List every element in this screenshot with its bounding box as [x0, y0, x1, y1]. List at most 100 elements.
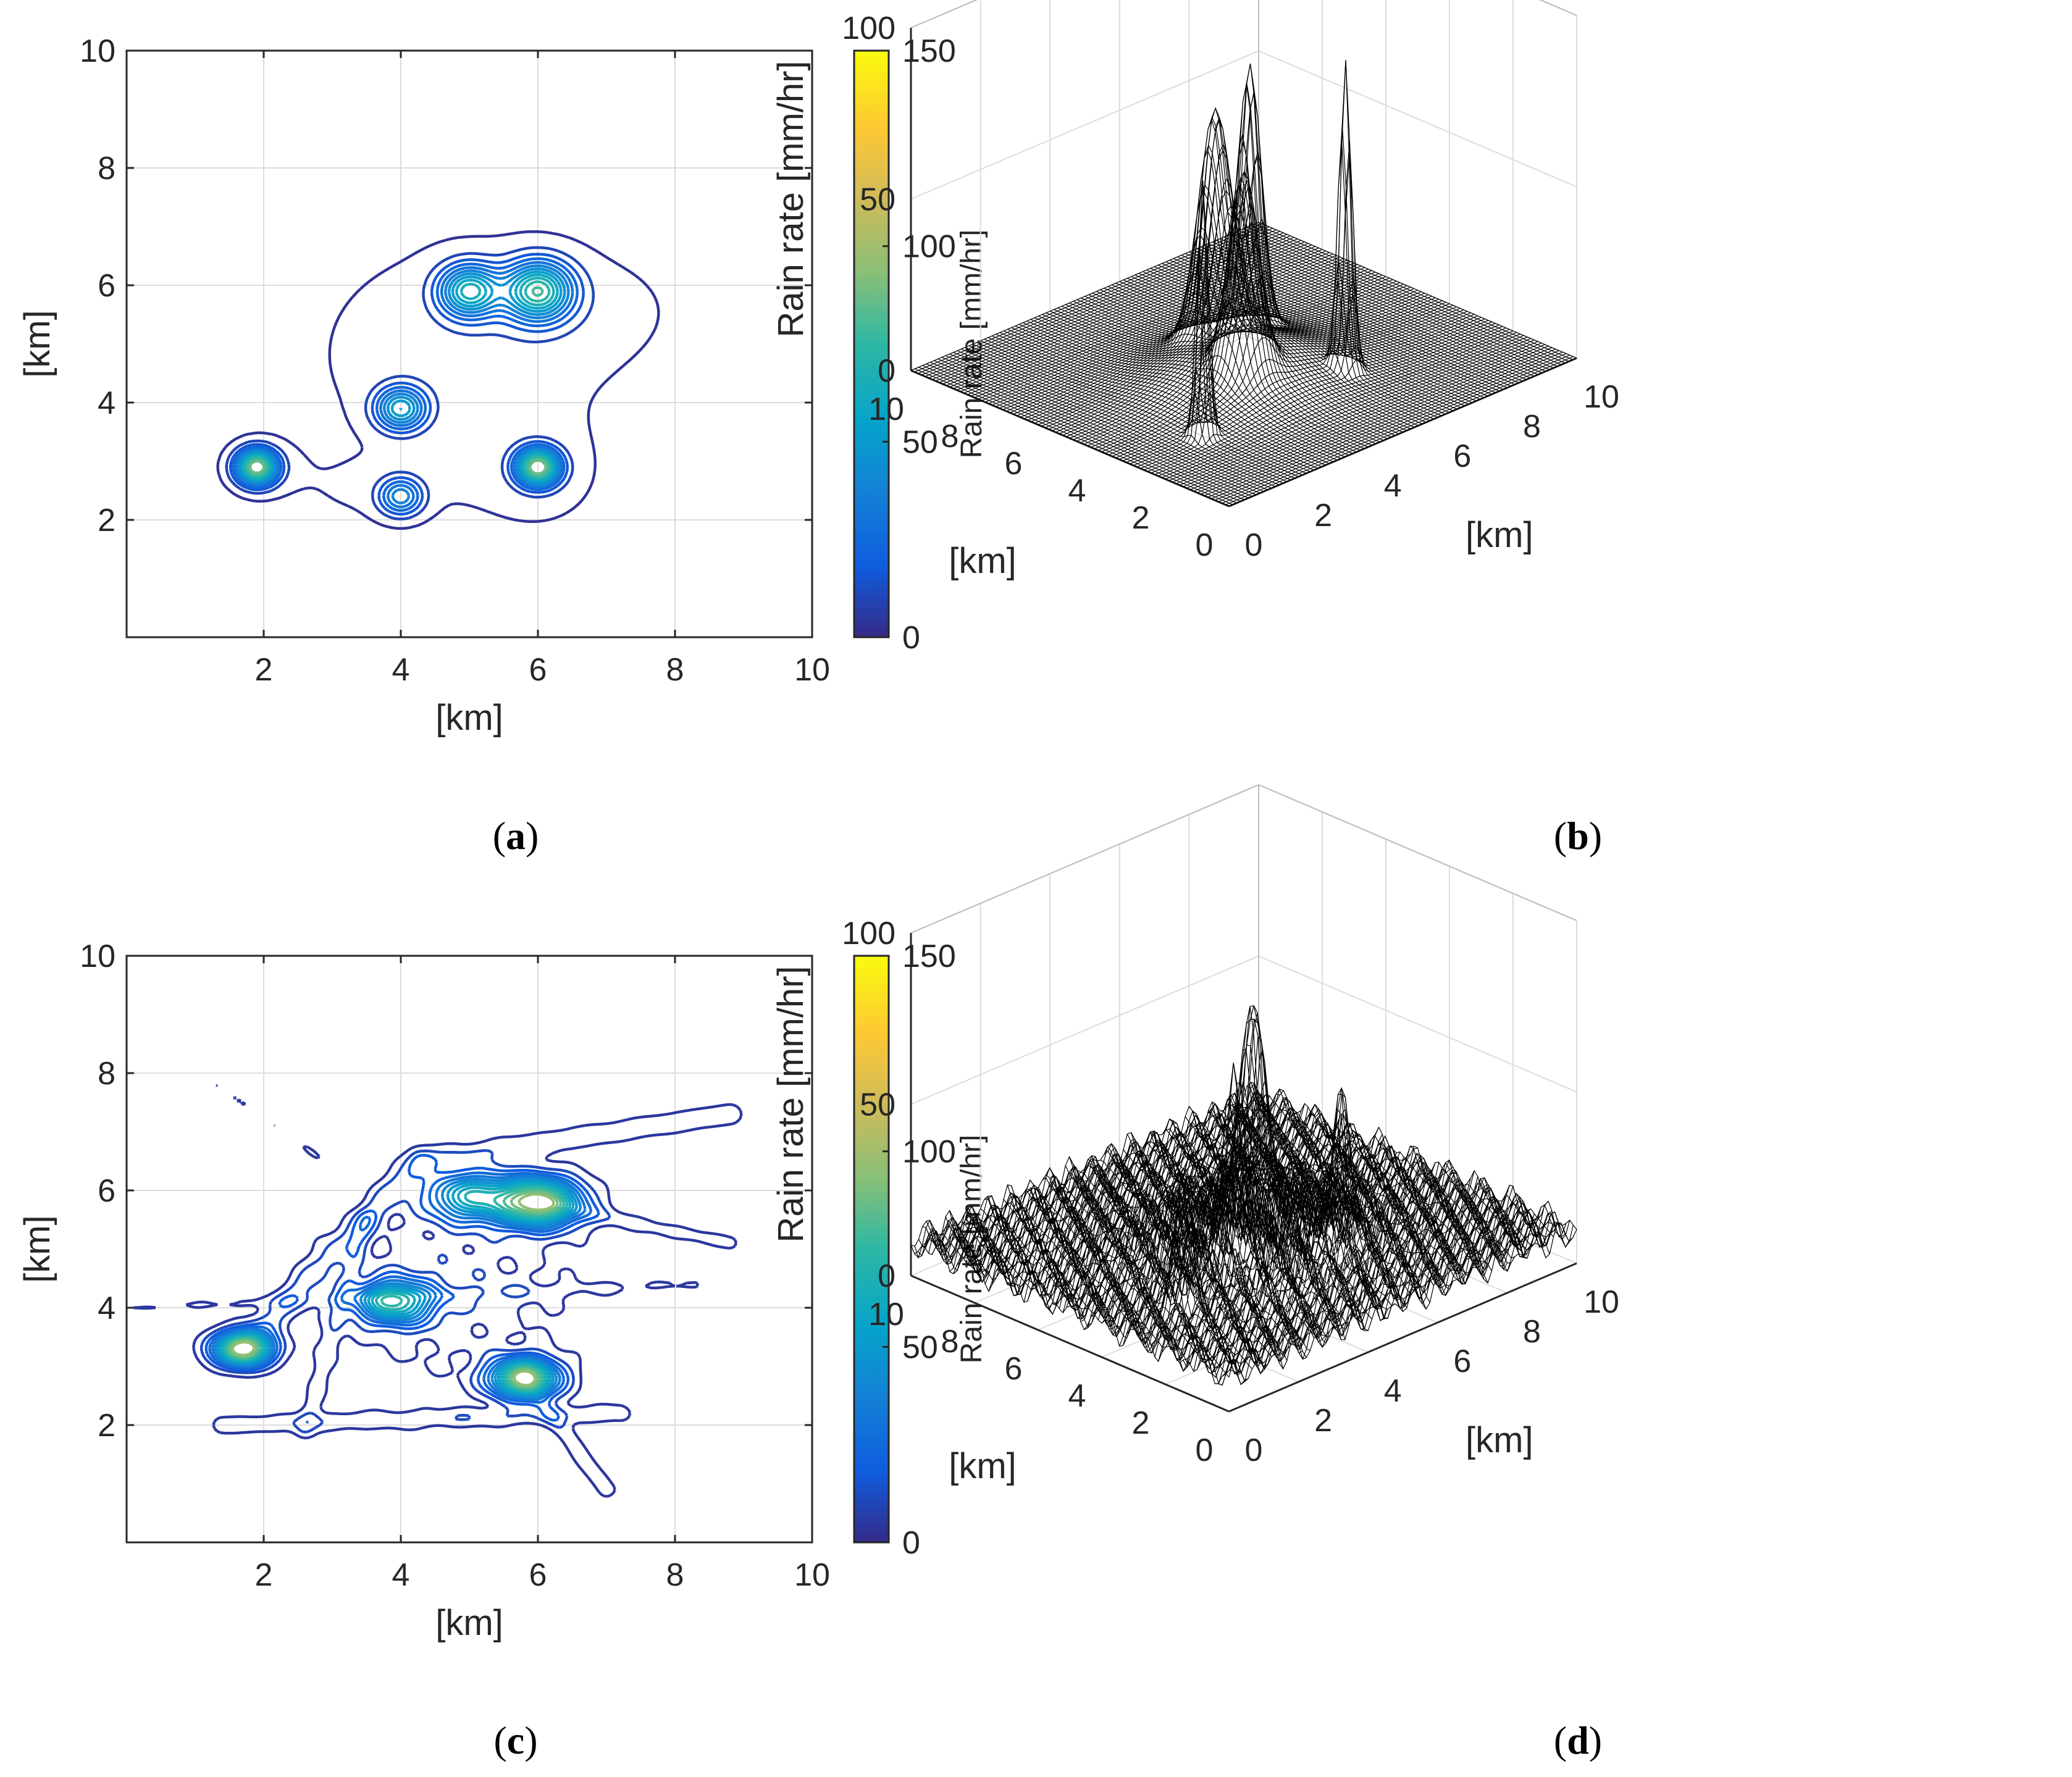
x-tick-label: 0	[1245, 527, 1263, 563]
mesh-line-y	[1169, 259, 1488, 396]
contour-level	[216, 1179, 579, 1397]
x-tick-label: 6	[529, 1557, 547, 1593]
mesh-line-y	[1119, 1005, 1438, 1294]
mesh-line-y	[1143, 271, 1461, 408]
grid-lines	[127, 956, 812, 1542]
z-tick-label: 50	[860, 182, 895, 218]
colorbar-tick-label: 0	[902, 620, 920, 656]
mesh-line-y	[1003, 1196, 1322, 1340]
mesh-line-y	[1057, 206, 1376, 445]
mesh-line-y	[1126, 1035, 1446, 1288]
y-tick-label: 10	[868, 1297, 904, 1332]
mesh-line-y	[1246, 1085, 1566, 1239]
mesh-line-y	[1162, 263, 1480, 400]
mesh-line-y	[1084, 1155, 1404, 1312]
mesh-line-y	[1065, 272, 1384, 441]
mesh-line-y	[1007, 1184, 1326, 1343]
mesh-line-y	[1154, 266, 1473, 403]
colorbar-tick-label: 50	[902, 1329, 938, 1365]
axis-edge	[910, 784, 1259, 934]
ticks: 2 4 6 8 10 2 4 6 8 10	[80, 33, 830, 688]
mesh-line-y	[1042, 1095, 1361, 1324]
mesh-line-y	[1038, 259, 1357, 453]
y-tick-label: 8	[941, 419, 959, 454]
mesh-line-y	[1251, 1082, 1570, 1248]
floor-grid-line	[1101, 303, 1450, 453]
mesh-line-y	[1212, 241, 1531, 378]
axis-edge	[1258, 784, 1577, 921]
mesh-line-y	[992, 335, 1311, 472]
mesh-line-y	[1158, 264, 1477, 401]
mesh-line-y	[1258, 1090, 1577, 1238]
y-tick-label: 6	[98, 268, 115, 304]
y-axis-label: [km]	[949, 1446, 1017, 1486]
mesh-line-y	[1223, 236, 1542, 374]
y-tick-label: 10	[868, 391, 904, 427]
mesh-line-y	[1107, 1108, 1427, 1310]
x-tick-label: 10	[794, 1557, 830, 1593]
mesh-line-y	[918, 1229, 1237, 1374]
mesh-line-y	[1193, 1111, 1512, 1273]
contour-level	[241, 273, 559, 482]
contour-level	[225, 246, 595, 521]
mesh-line-y	[1007, 328, 1326, 466]
mesh-line-y	[1196, 248, 1516, 385]
mesh-line-y	[1127, 151, 1446, 415]
y-tick-label: 4	[98, 1290, 115, 1326]
y-axis-label: [km]	[949, 541, 1017, 581]
contour-lines	[216, 230, 660, 530]
mesh-line-y	[1096, 177, 1415, 428]
colorbar-gradient	[853, 955, 890, 1544]
contour-level	[246, 286, 550, 477]
mesh-line-y	[1112, 134, 1430, 421]
y-tick-label: 8	[98, 1056, 115, 1092]
y-tick-label: 2	[98, 503, 115, 538]
axis-edge	[910, 0, 978, 28]
mesh-line-y	[1181, 1114, 1500, 1264]
z-tick-label: 100	[842, 10, 895, 46]
x-axis-label: [km]	[1466, 515, 1533, 555]
axis-main-edge	[910, 1274, 1230, 1413]
mesh-line-y	[984, 338, 1303, 475]
contour-level	[211, 1174, 587, 1401]
wall-grid-line	[910, 0, 1577, 28]
contour-level	[238, 267, 566, 485]
mesh-line-y	[1165, 1118, 1485, 1280]
mesh-line-y	[1026, 1184, 1346, 1340]
contour-level	[214, 1176, 582, 1399]
contour-level	[236, 264, 570, 505]
contour-level	[231, 1192, 556, 1387]
mesh-line-y	[992, 1200, 1311, 1351]
mesh-line-y	[1018, 324, 1338, 461]
mesh-line-y	[976, 180, 1295, 479]
mesh-line-y	[930, 1227, 1249, 1382]
x-tick-label: 0	[1245, 1432, 1263, 1468]
colorbar-gradient	[853, 49, 890, 638]
x-tick-label: 2	[1314, 1403, 1332, 1439]
mesh-line-y	[1204, 1103, 1523, 1256]
caption-b: (b)	[1554, 814, 1602, 858]
mesh-line-y	[1049, 170, 1369, 448]
contour-level	[229, 1190, 560, 1389]
mesh-line-y	[1054, 179, 1372, 446]
contour-level	[133, 1084, 743, 1498]
x-tick-label: 4	[392, 652, 410, 688]
contour-level	[216, 230, 660, 530]
y-tick-label: 4	[98, 385, 115, 421]
mesh-line-y	[1243, 1090, 1562, 1237]
y-tick-label: 10	[80, 939, 115, 974]
mesh-line-y	[1092, 143, 1411, 430]
x-tick-label: 8	[1523, 1314, 1541, 1350]
y-tick-label: 2	[98, 1408, 115, 1444]
mesh-line-y	[1138, 273, 1458, 410]
y-tick-label: 0	[1196, 527, 1214, 563]
mesh-line-y	[1251, 225, 1569, 362]
z-axis-label: Rain rate [mm/hr]	[771, 61, 811, 338]
mesh-line-y	[1254, 224, 1573, 361]
x-tick-label: 4	[1384, 468, 1402, 504]
x-tick-label: 10	[1583, 1284, 1619, 1320]
x-tick-label: 4	[392, 1557, 410, 1593]
mesh-line-y	[949, 353, 1268, 490]
